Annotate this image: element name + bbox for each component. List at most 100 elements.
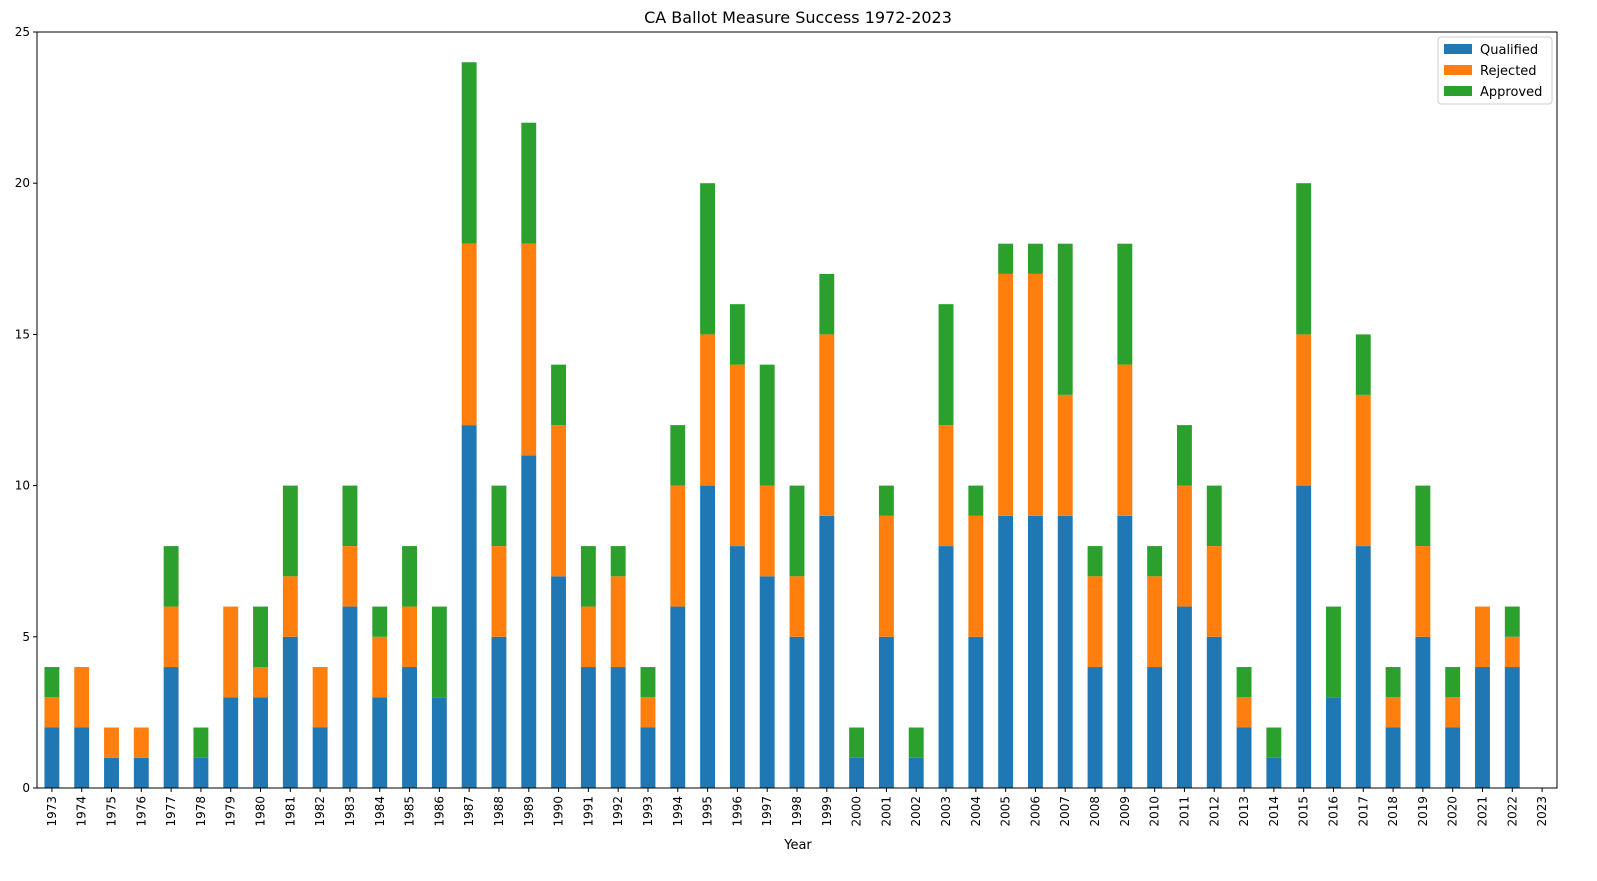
x-tick-label-2019: 2019 bbox=[1416, 796, 1430, 827]
x-tick-label-2004: 2004 bbox=[969, 796, 983, 827]
x-tick-label-1995: 1995 bbox=[701, 796, 715, 827]
bar-approved-2000 bbox=[849, 727, 865, 758]
bar-approved-1992 bbox=[610, 546, 626, 577]
bar-rejected-2009 bbox=[1117, 364, 1133, 516]
bar-rejected-2012 bbox=[1206, 546, 1222, 637]
bars-layer bbox=[44, 62, 1520, 788]
bar-qualified-1987 bbox=[461, 425, 477, 788]
bar-approved-2008 bbox=[1087, 546, 1103, 577]
bar-approved-2022 bbox=[1504, 606, 1520, 637]
x-tick-label-1978: 1978 bbox=[194, 796, 208, 827]
bar-qualified-1978 bbox=[193, 757, 209, 788]
bar-rejected-1997 bbox=[759, 485, 775, 577]
bar-rejected-1980 bbox=[253, 667, 268, 698]
bar-qualified-2004 bbox=[968, 636, 984, 788]
bar-rejected-2015 bbox=[1296, 334, 1312, 486]
bar-rejected-2021 bbox=[1475, 606, 1490, 668]
bar-approved-2013 bbox=[1236, 667, 1252, 698]
bar-approved-1995 bbox=[700, 183, 716, 335]
bar-qualified-1976 bbox=[133, 757, 149, 788]
x-tick-label-2023: 2023 bbox=[1535, 796, 1549, 827]
bar-qualified-1989 bbox=[521, 455, 537, 788]
bar-approved-2019 bbox=[1415, 485, 1431, 547]
bar-approved-1986 bbox=[431, 606, 447, 698]
bar-approved-1989 bbox=[521, 122, 537, 244]
bar-qualified-2000 bbox=[849, 757, 865, 788]
x-tick-label-1998: 1998 bbox=[790, 796, 804, 827]
x-tick-label-1996: 1996 bbox=[730, 796, 744, 827]
x-tick-label-2014: 2014 bbox=[1267, 796, 1281, 827]
x-tick-label-1997: 1997 bbox=[760, 796, 774, 827]
x-tick-label-1973: 1973 bbox=[45, 796, 59, 827]
bar-rejected-1999 bbox=[819, 334, 835, 516]
bar-qualified-2005 bbox=[998, 515, 1014, 788]
x-tick-label-1993: 1993 bbox=[641, 796, 655, 827]
bar-approved-1993 bbox=[640, 667, 656, 698]
bar-approved-2005 bbox=[998, 243, 1014, 274]
bar-qualified-1980 bbox=[253, 697, 268, 788]
x-tick-label-2008: 2008 bbox=[1088, 796, 1102, 827]
legend-swatch-qualified bbox=[1444, 44, 1472, 54]
bar-approved-1996 bbox=[729, 304, 745, 365]
bar-qualified-1981 bbox=[282, 636, 298, 788]
bar-rejected-1996 bbox=[729, 364, 745, 547]
chart-title: CA Ballot Measure Success 1972-2023 bbox=[644, 8, 952, 27]
x-tick-label-1974: 1974 bbox=[75, 796, 89, 827]
bar-approved-2020 bbox=[1445, 667, 1461, 698]
y-tick-label-20: 20 bbox=[15, 176, 30, 190]
legend-swatch-rejected bbox=[1444, 65, 1472, 75]
bar-approved-1978 bbox=[193, 727, 209, 758]
bar-rejected-1979 bbox=[223, 606, 239, 698]
x-tick-label-2013: 2013 bbox=[1237, 796, 1251, 827]
x-tick-label-1979: 1979 bbox=[224, 796, 238, 827]
bar-rejected-2017 bbox=[1355, 394, 1371, 547]
bar-approved-2007 bbox=[1057, 243, 1073, 395]
bar-rejected-1992 bbox=[610, 576, 626, 668]
bar-rejected-1991 bbox=[580, 606, 596, 668]
bar-rejected-2008 bbox=[1087, 576, 1103, 668]
bar-approved-1998 bbox=[789, 485, 805, 577]
bar-rejected-2013 bbox=[1236, 697, 1252, 728]
bar-qualified-1979 bbox=[223, 697, 239, 788]
x-tick-label-1986: 1986 bbox=[432, 796, 446, 827]
bar-qualified-1984 bbox=[372, 697, 388, 788]
bar-qualified-1993 bbox=[640, 727, 656, 788]
legend-label-qualified: Qualified bbox=[1480, 43, 1538, 58]
x-tick-label-2000: 2000 bbox=[850, 796, 864, 827]
bar-approved-2009 bbox=[1117, 243, 1133, 365]
x-tick-label-2020: 2020 bbox=[1446, 796, 1460, 827]
bar-approved-2017 bbox=[1355, 334, 1371, 395]
bar-approved-1990 bbox=[551, 364, 567, 426]
y-tick-label-0: 0 bbox=[22, 781, 30, 795]
bar-qualified-1995 bbox=[700, 485, 716, 788]
bar-qualified-1983 bbox=[342, 606, 358, 788]
x-tick-label-1999: 1999 bbox=[820, 796, 834, 827]
bar-approved-2011 bbox=[1177, 425, 1192, 486]
bar-qualified-2008 bbox=[1087, 667, 1103, 788]
bar-qualified-2011 bbox=[1177, 606, 1192, 788]
bar-qualified-2013 bbox=[1236, 727, 1252, 788]
bar-qualified-2020 bbox=[1445, 727, 1461, 788]
bar-rejected-1977 bbox=[163, 606, 179, 668]
bar-rejected-1974 bbox=[74, 667, 90, 728]
bar-qualified-2018 bbox=[1385, 727, 1401, 788]
x-tick-label-1985: 1985 bbox=[403, 796, 417, 827]
bar-qualified-2010 bbox=[1147, 667, 1163, 788]
plot-frame bbox=[36, 31, 1558, 789]
legend-swatch-approved bbox=[1444, 86, 1472, 96]
x-tick-label-1981: 1981 bbox=[283, 796, 297, 827]
bar-qualified-1997 bbox=[759, 576, 775, 788]
bar-qualified-1986 bbox=[431, 697, 447, 788]
bar-qualified-2007 bbox=[1057, 515, 1073, 788]
bar-qualified-2014 bbox=[1266, 757, 1282, 788]
bar-rejected-2003 bbox=[938, 425, 954, 547]
bar-approved-1973 bbox=[44, 667, 60, 698]
bar-rejected-2006 bbox=[1027, 273, 1043, 516]
bar-rejected-1989 bbox=[521, 243, 537, 456]
bar-qualified-2019 bbox=[1415, 636, 1431, 788]
bar-qualified-1992 bbox=[610, 667, 626, 788]
bar-approved-2015 bbox=[1296, 183, 1312, 335]
x-tick-label-1990: 1990 bbox=[552, 796, 566, 827]
bar-approved-2004 bbox=[968, 485, 984, 516]
bar-rejected-1985 bbox=[402, 606, 417, 668]
